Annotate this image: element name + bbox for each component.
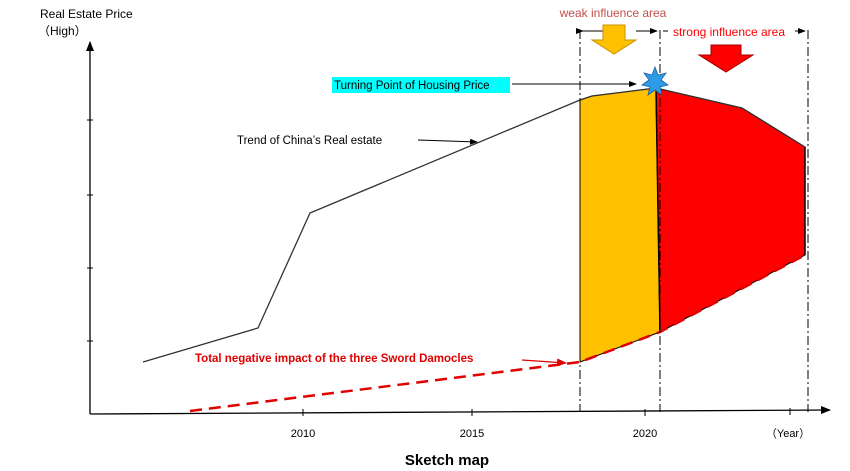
- caption: Sketch map: [405, 452, 489, 469]
- negative-impact-label: Total negative impact of the three Sword…: [195, 353, 473, 365]
- price-trend-line: [142, 87, 806, 363]
- weak-influence-region: [579, 87, 661, 363]
- weak-area-down-arrow: [590, 24, 638, 55]
- y-axis-ticks: [87, 119, 93, 342]
- y-axis-high-label: （High）: [38, 24, 87, 38]
- negative-impact-arrow: [521, 358, 567, 367]
- x-tick-label-2015: 2015: [460, 428, 484, 440]
- y-axis-title: Real Estate Price: [40, 7, 133, 21]
- x-tick-label-2020: 2020: [633, 428, 657, 440]
- strong-area-down-arrow: [697, 44, 755, 73]
- trend-label: Trend of China’s Real estate: [237, 135, 382, 147]
- x-axis: [89, 406, 831, 415]
- x-tick-label-2010: 2010: [291, 428, 315, 440]
- region-divider: [655, 87, 661, 333]
- weak-influence-label: weak influence area: [559, 6, 667, 20]
- strong-influence-label: strong influence area: [673, 25, 785, 39]
- turning-point-star-icon: [641, 65, 669, 96]
- x-axis-unit-label: （Year）: [766, 427, 810, 440]
- negative-impact-dashed-line: [189, 253, 806, 413]
- x-axis-ticks: [302, 408, 791, 416]
- turning-point-highlight: [332, 77, 510, 93]
- trend-label-arrow: [417, 138, 478, 145]
- turning-point-label: Turning Point of Housing Price: [334, 80, 490, 92]
